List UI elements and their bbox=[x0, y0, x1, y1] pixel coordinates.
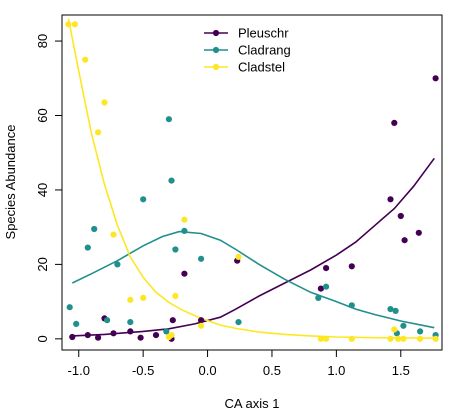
point-pleuschr bbox=[348, 263, 355, 270]
point-cladstel bbox=[387, 335, 394, 342]
point-cladrang bbox=[392, 307, 399, 314]
point-pleuschr bbox=[127, 328, 134, 335]
x-tick-label: 0.0 bbox=[199, 363, 217, 378]
x-axis: -1.0 -0.5 0.0 0.5 1.0 1.5 bbox=[68, 350, 410, 378]
point-pleuschr bbox=[432, 75, 439, 82]
y-axis: 0 20 40 60 80 bbox=[35, 34, 62, 342]
point-cladstel bbox=[323, 335, 330, 342]
x-tick-label: -1.0 bbox=[68, 363, 90, 378]
point-pleuschr bbox=[137, 334, 144, 341]
point-cladrang bbox=[181, 227, 188, 234]
x-tick-label: 1.5 bbox=[392, 363, 410, 378]
point-cladstel bbox=[95, 129, 102, 136]
point-cladstel bbox=[168, 332, 175, 339]
point-cladstel bbox=[101, 99, 108, 106]
y-axis-label: Species Abundance bbox=[3, 125, 18, 240]
point-pleuschr bbox=[387, 196, 394, 203]
point-cladstel bbox=[140, 294, 147, 301]
point-cladstel bbox=[395, 335, 402, 342]
fit-line-cladstel bbox=[67, 18, 435, 339]
point-cladrang bbox=[172, 246, 179, 253]
point-pleuschr bbox=[391, 119, 398, 126]
point-pleuschr bbox=[198, 317, 205, 324]
point-cladstel bbox=[417, 335, 424, 342]
point-cladrang bbox=[84, 244, 91, 251]
legend-label-cladstel: Cladstel bbox=[238, 60, 285, 75]
point-cladrang bbox=[348, 302, 355, 309]
point-pleuschr bbox=[84, 332, 91, 339]
point-cladstel bbox=[235, 253, 242, 260]
legend-label-pleuschr: Pleuschr bbox=[238, 26, 289, 41]
point-cladrang bbox=[315, 294, 322, 301]
point-cladstel bbox=[198, 322, 205, 329]
point-cladstel bbox=[400, 335, 407, 342]
point-pleuschr bbox=[169, 317, 176, 324]
point-pleuschr bbox=[323, 265, 330, 272]
y-tick-label: 80 bbox=[35, 34, 50, 48]
point-cladstel bbox=[391, 326, 398, 333]
point-cladstel bbox=[181, 216, 188, 223]
legend: Pleuschr Cladrang Cladstel bbox=[204, 26, 291, 75]
legend-label-cladrang: Cladrang bbox=[238, 43, 291, 58]
point-cladstel bbox=[348, 335, 355, 342]
point-cladrang bbox=[163, 328, 170, 335]
point-pleuschr bbox=[397, 212, 404, 220]
point-cladrang bbox=[323, 283, 330, 290]
y-tick-label: 20 bbox=[35, 257, 50, 271]
point-cladrang bbox=[114, 261, 121, 268]
x-tick-label: 1.0 bbox=[327, 363, 345, 378]
y-tick-label: 40 bbox=[35, 183, 50, 197]
point-pleuschr bbox=[69, 333, 76, 341]
point-pleuschr bbox=[110, 330, 117, 337]
legend-marker-cladstel bbox=[212, 63, 220, 71]
point-pleuschr bbox=[152, 332, 160, 339]
x-tick-label: -0.5 bbox=[132, 363, 154, 378]
fit-line-cladrang bbox=[71, 230, 435, 329]
point-pleuschr bbox=[415, 229, 422, 236]
point-cladstel bbox=[127, 296, 134, 303]
point-cladrang bbox=[140, 196, 147, 203]
point-cladstel bbox=[82, 56, 89, 63]
point-cladrang bbox=[417, 328, 424, 335]
point-cladstel bbox=[172, 292, 179, 300]
plot-frame bbox=[61, 14, 443, 351]
legend-marker-pleuschr bbox=[212, 29, 220, 37]
point-cladstel bbox=[317, 335, 324, 342]
legend-marker-cladrang bbox=[212, 46, 220, 54]
y-tick-label: 60 bbox=[35, 108, 50, 122]
data-points bbox=[65, 21, 439, 342]
point-cladstel bbox=[432, 335, 439, 342]
point-cladrang bbox=[165, 116, 172, 123]
fit-line-pleuschr bbox=[72, 157, 435, 337]
point-cladrang bbox=[73, 320, 80, 327]
point-cladrang bbox=[91, 225, 98, 233]
point-cladstel bbox=[71, 21, 78, 28]
point-pleuschr bbox=[95, 334, 102, 341]
point-cladrang bbox=[387, 306, 394, 313]
x-axis-label: CA axis 1 bbox=[225, 396, 280, 411]
point-cladrang bbox=[127, 319, 134, 326]
point-cladrang bbox=[66, 304, 73, 311]
point-pleuschr bbox=[401, 237, 408, 244]
y-tick-label: 0 bbox=[35, 335, 50, 342]
point-cladrang bbox=[400, 322, 407, 329]
point-cladstel bbox=[110, 231, 117, 238]
x-tick-label: 0.5 bbox=[263, 363, 281, 378]
point-pleuschr bbox=[181, 270, 188, 277]
point-cladstel bbox=[65, 21, 72, 28]
point-cladrang bbox=[168, 177, 175, 184]
fitted-curves bbox=[67, 18, 435, 339]
point-cladrang bbox=[235, 319, 242, 326]
point-cladrang bbox=[104, 317, 111, 324]
point-pleuschr bbox=[317, 285, 324, 292]
point-cladrang bbox=[198, 255, 205, 262]
